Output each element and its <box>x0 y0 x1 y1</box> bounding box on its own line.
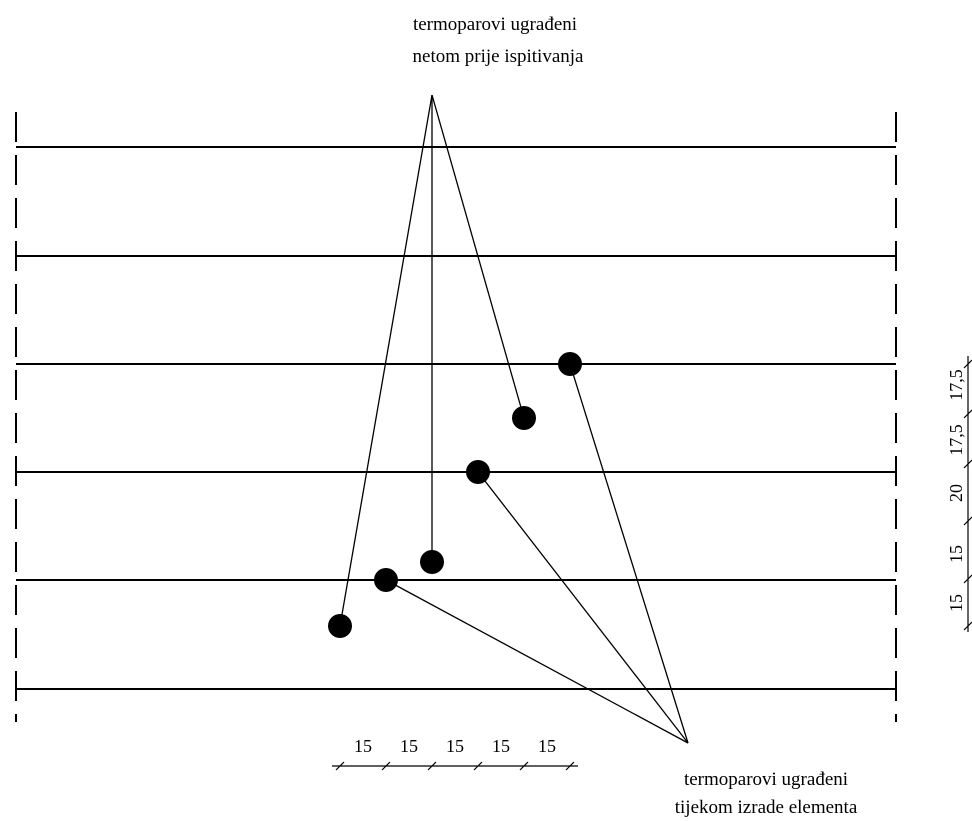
leader-bottom-a <box>385 579 689 744</box>
layer-lines <box>16 146 896 690</box>
h-dim-label-4: 15 <box>492 736 510 756</box>
v-dim-tick <box>963 621 972 631</box>
thermocouple-point <box>328 614 352 638</box>
thermocouple-point <box>420 550 444 574</box>
h-dim-tick <box>427 761 437 771</box>
h-dim-label-1: 15 <box>354 736 372 756</box>
leader-bottom-b <box>477 471 689 744</box>
v-dim-label-4: 17,5 <box>946 424 966 456</box>
v-dim-tick <box>963 516 972 526</box>
top-label-line2: netom prije ispitivanja <box>413 46 585 67</box>
h-dim-label-3: 15 <box>446 736 464 756</box>
v-dim-label-5: 17,5 <box>946 369 966 401</box>
thermocouple-point <box>558 352 582 376</box>
v-dim-label-2: 15 <box>946 545 966 563</box>
horizontal-dimension-chain <box>332 761 578 771</box>
v-dim-tick <box>963 359 972 369</box>
h-dim-tick <box>381 761 391 771</box>
h-dim-tick <box>565 761 575 771</box>
vertical-dimension-labels: 15 15 20 17,5 17,5 <box>946 369 966 612</box>
v-dim-label-3: 20 <box>946 484 966 502</box>
leader-bottom-c <box>569 363 689 744</box>
top-label-leaders <box>339 94 525 627</box>
bottom-label-line2: tijekom izrade elementa <box>675 797 858 818</box>
h-dim-tick <box>519 761 529 771</box>
leader-top-c <box>431 94 525 419</box>
thermocouple-point <box>512 406 536 430</box>
top-label-line1: termoparovi ugrađeni <box>413 14 577 35</box>
h-dim-label-2: 15 <box>400 736 418 756</box>
h-dim-tick <box>473 761 483 771</box>
vertical-dimension-chain <box>963 356 972 632</box>
bottom-label-line1: termoparovi ugrađeni <box>684 769 848 790</box>
bottom-label-leaders <box>385 363 689 744</box>
v-dim-label-1: 15 <box>946 594 966 612</box>
v-dim-tick <box>963 459 972 469</box>
h-dim-tick <box>335 761 345 771</box>
thermocouple-point <box>466 460 490 484</box>
thermocouple-point <box>374 568 398 592</box>
v-dim-tick <box>963 409 972 419</box>
thermocouple-points <box>328 352 582 638</box>
leader-top-a <box>339 94 433 627</box>
h-dim-label-5: 15 <box>538 736 556 756</box>
horizontal-dimension-labels: 15 15 15 15 15 <box>354 736 556 756</box>
v-dim-tick <box>963 574 972 584</box>
